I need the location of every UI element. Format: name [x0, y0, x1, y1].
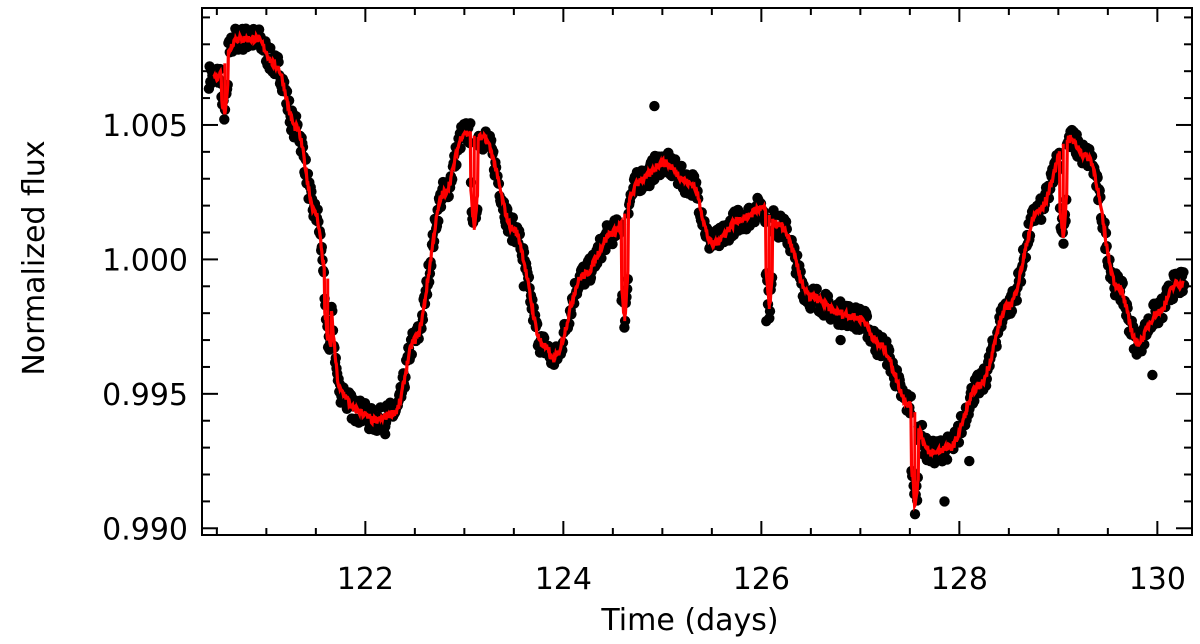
y-tick-label: 0.995 — [102, 378, 188, 413]
y-tick-label: 1.005 — [102, 109, 188, 144]
x-tick-label: 130 — [1129, 562, 1186, 597]
data-point — [676, 160, 687, 172]
data-point — [670, 154, 681, 165]
outlier-point — [649, 100, 660, 112]
outlier-point — [939, 496, 950, 507]
y-axis-ticks: 0.990 0.995 1.000 1.005 — [102, 16, 1192, 547]
data-point — [1036, 214, 1047, 225]
y-axis-title: Normalized flux — [17, 140, 52, 375]
y-tick-label: 1.000 — [102, 243, 188, 278]
data-point — [1167, 293, 1179, 305]
outlier-point — [964, 455, 975, 467]
x-axis-title: Time (days) — [600, 603, 778, 638]
x-axis-ticks: 122 124 126 128 130 — [215, 8, 1186, 597]
x-tick-label: 126 — [733, 562, 790, 597]
data-point — [1178, 267, 1189, 278]
data-point — [905, 391, 916, 402]
data-point — [941, 454, 953, 465]
data-point — [909, 509, 921, 520]
data-point — [805, 303, 816, 314]
data-point — [465, 118, 476, 129]
data-point — [265, 42, 276, 54]
data-point — [219, 114, 230, 125]
outlier-point — [518, 281, 529, 292]
data-point — [607, 238, 618, 250]
outlier-point — [835, 334, 846, 346]
data-point — [768, 205, 779, 216]
data-point — [240, 23, 252, 34]
data-point — [1058, 238, 1069, 249]
outlier-point — [380, 429, 391, 440]
outlier-point — [1147, 369, 1158, 381]
y-tick-label: 0.990 — [102, 512, 188, 547]
x-tick-label: 122 — [337, 562, 394, 597]
model-line — [212, 30, 1185, 512]
x-tick-label: 124 — [535, 562, 592, 597]
data-point — [764, 306, 776, 317]
data-point — [327, 305, 338, 317]
outlier-point — [761, 316, 772, 327]
plot-frame — [201, 7, 1193, 536]
data-layer — [203, 23, 1190, 520]
x-tick-label: 128 — [931, 562, 988, 597]
